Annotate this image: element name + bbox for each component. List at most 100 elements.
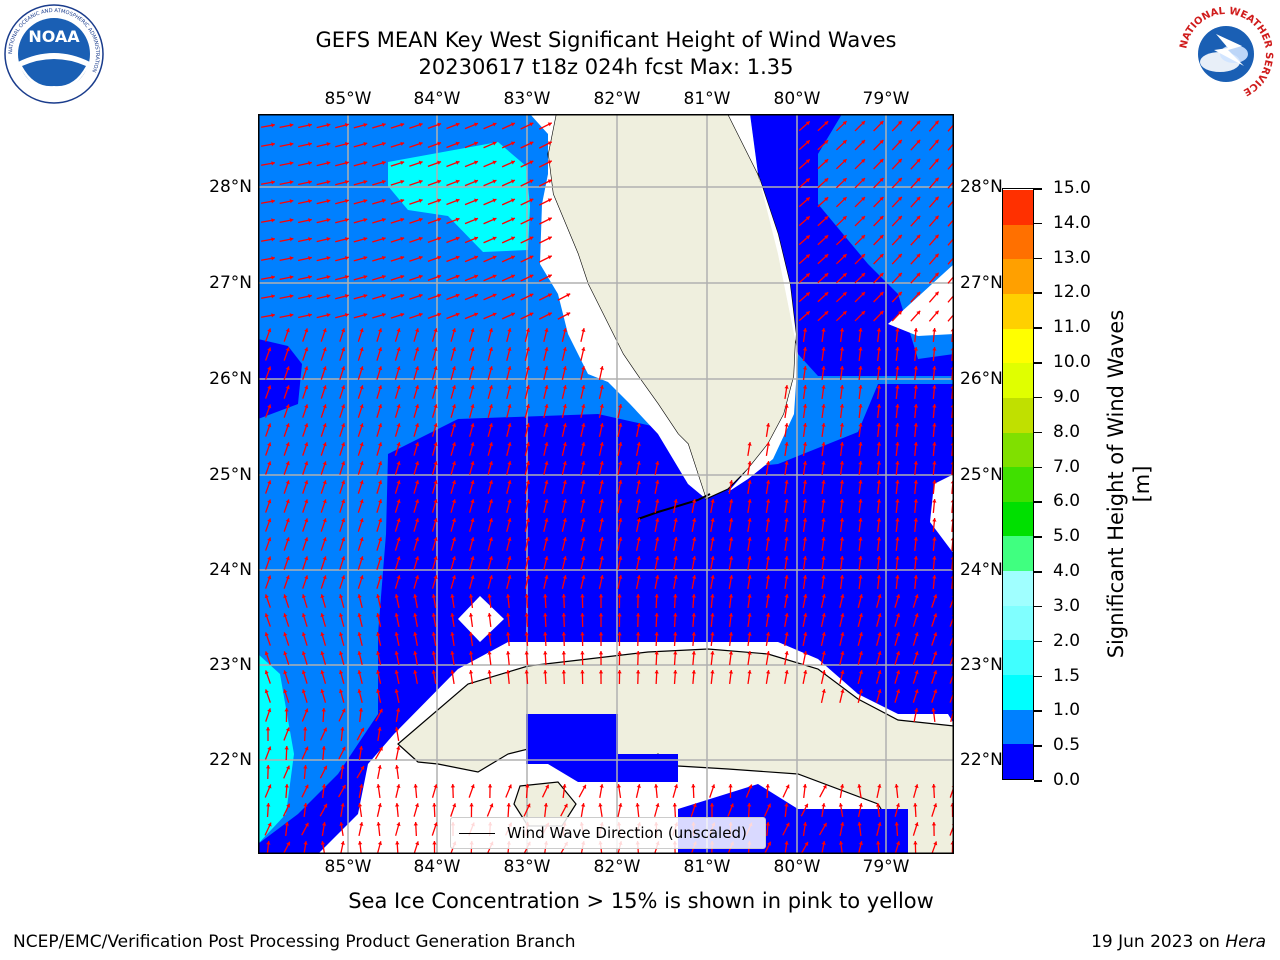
wave-direction-arrowhead — [618, 480, 623, 484]
wave-direction-arrowhead — [321, 746, 326, 750]
wave-direction-arrowhead — [323, 727, 327, 732]
wave-direction-arrowhead — [413, 822, 418, 826]
wave-direction-arrowhead — [394, 613, 399, 617]
wave-direction-arrowhead — [784, 803, 789, 807]
wave-direction-arrowhead — [858, 575, 863, 579]
wave-direction-arrowhead — [271, 142, 275, 147]
wave-direction-arrowhead — [747, 499, 752, 503]
wave-direction-arrowhead — [805, 254, 810, 259]
wave-direction-arrowhead — [710, 575, 715, 579]
wave-direction-arrowhead — [802, 328, 808, 332]
wave-direction-arrowhead — [433, 480, 438, 485]
wave-direction-arrowhead — [581, 442, 586, 446]
wave-direction-arrowhead — [363, 236, 368, 242]
wave-direction-arrowhead — [821, 575, 826, 579]
wave-direction-arrowhead — [913, 841, 918, 845]
wave-direction-arrowhead — [451, 404, 457, 409]
wave-direction-arrowhead — [581, 404, 586, 408]
wave-direction-arrowhead — [326, 313, 331, 318]
wave-direction-arrowhead — [322, 499, 327, 504]
wave-direction-arrowhead — [710, 499, 715, 503]
wave-direction-arrowhead — [916, 215, 921, 220]
wave-direction-arrowhead — [378, 746, 383, 751]
wave-direction-arrowhead — [839, 423, 845, 427]
wave-direction-arrowhead — [581, 385, 586, 389]
wave-direction-arrowhead — [470, 784, 475, 789]
colorbar-tick — [1034, 257, 1042, 260]
wave-direction-arrowhead — [418, 293, 423, 298]
wave-direction-arrowhead — [765, 594, 771, 598]
wave-direction-arrowhead — [264, 670, 269, 675]
wave-direction-arrowhead — [285, 385, 290, 390]
wave-direction-arrowhead — [470, 575, 475, 580]
wave-direction-arrowhead — [506, 594, 511, 598]
wave-direction-arrowhead — [308, 256, 312, 261]
wave-direction-arrowhead — [341, 404, 346, 409]
wave-direction-arrowhead — [359, 442, 364, 447]
wave-direction-arrowhead — [265, 765, 271, 769]
wave-direction-arrowhead — [510, 160, 515, 165]
wave-direction-arrowhead — [765, 670, 771, 674]
wave-direction-arrowhead — [510, 255, 515, 260]
wave-direction-arrowhead — [267, 404, 272, 409]
wave-direction-arrowhead — [876, 480, 882, 484]
wave-direction-arrowhead — [581, 461, 586, 465]
wave-direction-arrowhead — [636, 480, 641, 484]
wave-direction-arrowhead — [916, 120, 921, 125]
wave-direction-arrowhead — [525, 423, 530, 428]
wave-direction-arrowhead — [618, 442, 623, 446]
wave-direction-arrowhead — [543, 803, 549, 807]
wave-direction-arrowhead — [529, 217, 534, 222]
wave-direction-arrowhead — [562, 480, 567, 484]
wave-direction-arrowhead — [285, 480, 290, 485]
wave-direction-arrowhead — [396, 556, 401, 561]
wave-direction-arrowhead — [654, 594, 659, 598]
wave-direction-arrowhead — [934, 196, 939, 201]
wave-direction-arrowhead — [932, 499, 937, 503]
wave-direction-arrowhead — [488, 556, 494, 561]
wave-direction-arrowhead — [599, 556, 604, 560]
wave-direction-arrowhead — [507, 385, 512, 390]
wave-direction-arrowhead — [821, 594, 826, 598]
wave-direction-arrowhead — [357, 594, 362, 599]
wave-direction-arrowhead — [618, 575, 623, 579]
wave-direction-arrowhead — [304, 328, 309, 333]
wave-direction-arrowhead — [840, 632, 845, 636]
wave-direction-arrowhead — [803, 594, 808, 598]
wave-direction-arrowhead — [488, 442, 494, 447]
wave-direction-arrowhead — [879, 234, 884, 239]
wave-direction-arrowhead — [858, 404, 863, 408]
wave-direction-arrowhead — [510, 274, 515, 279]
wave-direction-arrowhead — [934, 291, 939, 296]
wave-direction-arrowhead — [308, 161, 312, 166]
wave-direction-arrowhead — [618, 423, 623, 427]
wave-direction-arrowhead — [932, 442, 937, 446]
wave-direction-arrowhead — [861, 235, 865, 239]
wave-direction-arrowhead — [824, 140, 829, 145]
wave-direction-arrowhead — [805, 140, 810, 145]
wave-direction-arrowhead — [400, 198, 405, 203]
wave-direction-arrowhead — [654, 632, 659, 636]
wave-direction-arrowhead — [636, 499, 641, 503]
wave-direction-arrowhead — [433, 366, 438, 371]
wave-direction-arrowhead — [470, 480, 475, 485]
wave-direction-arrowhead — [451, 537, 457, 542]
wave-direction-arrowhead — [455, 141, 460, 146]
wave-direction-arrowhead — [765, 461, 771, 465]
wave-direction-arrowhead — [414, 461, 420, 466]
wave-direction-arrowhead — [839, 518, 845, 522]
colorbar-tick — [1034, 188, 1042, 190]
wave-direction-arrowhead — [842, 311, 847, 316]
wave-direction-arrowhead — [418, 160, 423, 165]
wave-direction-arrowhead — [543, 632, 548, 636]
wave-direction-arrowhead — [359, 575, 364, 580]
wave-direction-arrowhead — [506, 670, 511, 674]
wave-direction-arrowhead — [784, 613, 789, 617]
wave-direction-arrowhead — [396, 575, 401, 580]
wave-direction-arrowhead — [821, 461, 826, 465]
wave-direction-arrowhead — [474, 236, 478, 241]
wave-direction-arrowhead — [400, 141, 405, 146]
wave-direction-arrowhead — [932, 347, 937, 351]
wave-direction-arrowhead — [692, 556, 697, 560]
wave-direction-arrowhead — [913, 404, 919, 408]
